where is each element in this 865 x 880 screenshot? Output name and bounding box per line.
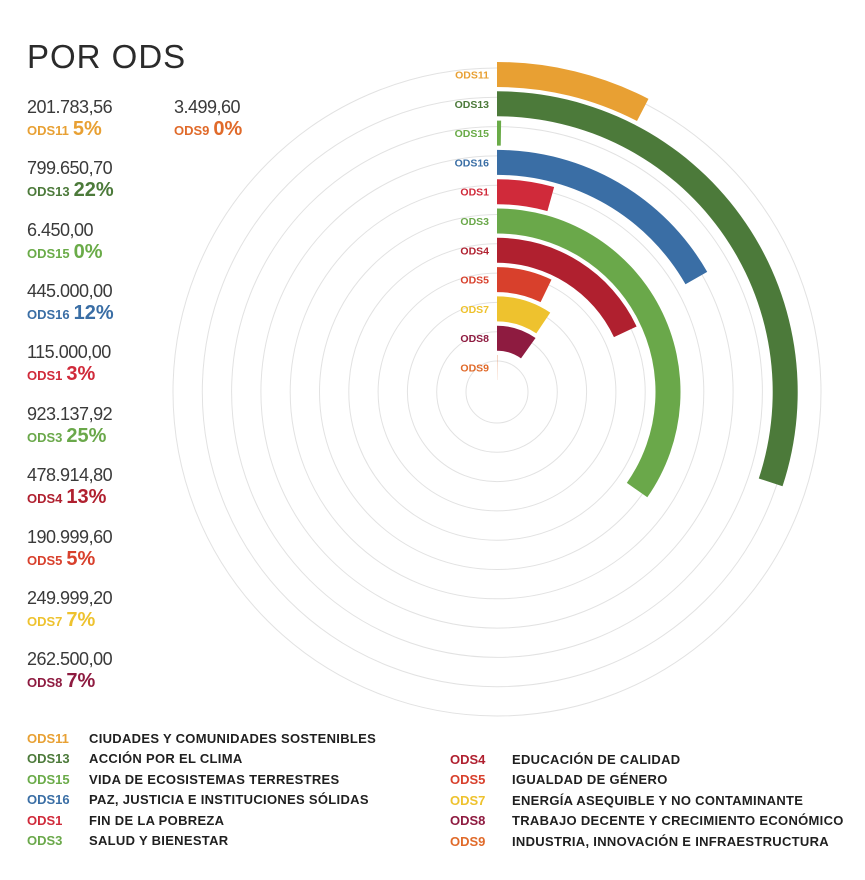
legend-code: ODS1 bbox=[27, 812, 63, 828]
legend-label: CIUDADES Y COMUNIDADES SOSTENIBLES bbox=[89, 731, 377, 746]
stat-amount: 3.499,60 bbox=[174, 97, 241, 117]
legend-code: ODS5 bbox=[450, 772, 486, 788]
legend-code: ODS3 bbox=[27, 833, 63, 848]
ring-label-ods11: ODS11 bbox=[455, 70, 489, 82]
legend-code: ODS8 bbox=[450, 813, 486, 829]
bar-ods15 bbox=[497, 120, 502, 146]
stat-percent: 0% bbox=[213, 118, 243, 140]
stat-amount: 799.650,70 bbox=[27, 158, 113, 178]
stat-code: ODS15 bbox=[27, 246, 70, 261]
ring-label-ods4: ODS4 bbox=[460, 245, 489, 257]
stat-percent: 0% bbox=[73, 241, 103, 263]
stat-percent: 5% bbox=[66, 548, 96, 570]
stat-code: ODS5 bbox=[27, 553, 63, 568]
bar-ods16 bbox=[497, 149, 708, 285]
legend-code: ODS11 bbox=[27, 731, 69, 746]
stat-amount: 115.000,00 bbox=[27, 342, 111, 362]
legend-label: FIN DE LA POBREZA bbox=[89, 812, 225, 828]
stat-code: ODS7 bbox=[27, 614, 63, 629]
legend-code: ODS7 bbox=[450, 792, 486, 808]
stat-amount: 445.000,00 bbox=[27, 281, 113, 301]
stat-code: ODS4 bbox=[27, 491, 63, 506]
bar-ods1 bbox=[497, 179, 555, 212]
page-title: POR ODS bbox=[27, 38, 187, 75]
stat-percent: 7% bbox=[66, 670, 96, 692]
stat-percent: 13% bbox=[66, 486, 107, 508]
stat-code: ODS3 bbox=[27, 430, 63, 445]
legend-label: VIDA DE ECOSISTEMAS TERRESTRES bbox=[89, 771, 340, 787]
legend-label: INDUSTRIA, INNOVACIÓN E INFRAESTRUCTURA bbox=[512, 833, 829, 849]
stat-code: ODS9 bbox=[174, 123, 210, 138]
ring-label-ods8: ODS8 bbox=[460, 333, 489, 345]
stat-ods9: 3.499,60 ODS9 0% bbox=[174, 97, 242, 143]
legend-label: ACCIÓN POR EL CLIMA bbox=[89, 751, 243, 767]
ring-label-ods3: ODS3 bbox=[460, 216, 489, 228]
ring-label-ods5: ODS5 bbox=[460, 275, 489, 287]
legend-code: ODS13 bbox=[27, 751, 70, 767]
stat-percent: 25% bbox=[66, 425, 107, 447]
stat-code: ODS13 bbox=[27, 184, 70, 199]
grid-ring bbox=[231, 126, 763, 658]
bar-ods11 bbox=[497, 62, 649, 122]
stat-amount: 262.500,00 bbox=[27, 649, 113, 669]
ring-label-ods1: ODS1 bbox=[460, 187, 489, 199]
legend-label: TRABAJO DECENTE Y CRECIMIENTO ECONÓMICO bbox=[512, 813, 844, 829]
stat-code: ODS8 bbox=[27, 675, 63, 690]
stat-amount: 249.999,20 bbox=[27, 588, 113, 608]
stat-ods3: 923.137,92 ODS3 25% bbox=[27, 404, 113, 450]
stat-amount: 190.999,60 bbox=[27, 527, 113, 547]
stat-percent: 3% bbox=[66, 363, 96, 385]
legend-code: ODS15 bbox=[27, 771, 70, 787]
legend-label: IGUALDAD DE GÉNERO bbox=[512, 772, 668, 788]
stat-ods13: 799.650,70 ODS13 22% bbox=[27, 158, 114, 204]
bar-ods3 bbox=[497, 208, 681, 498]
stat-ods8: 262.500,00 ODS8 7% bbox=[27, 649, 113, 695]
bar-ods5 bbox=[497, 267, 552, 303]
bar-ods13 bbox=[497, 91, 798, 487]
legend-code: ODS16 bbox=[27, 792, 70, 808]
ring-label-ods7: ODS7 bbox=[460, 304, 489, 316]
stat-ods15: 6.450,00 ODS15 0% bbox=[27, 220, 103, 266]
legend-label: PAZ, JUSTICIA E INSTITUCIONES SÓLIDAS bbox=[89, 792, 369, 808]
stat-percent: 5% bbox=[72, 118, 102, 140]
stat-code: ODS1 bbox=[27, 368, 63, 383]
stat-code: ODS16 bbox=[27, 307, 70, 322]
stat-ods16: 445.000,00 ODS16 12% bbox=[27, 281, 114, 327]
bar-ods7 bbox=[497, 296, 551, 334]
stat-percent: 7% bbox=[66, 609, 96, 631]
legend-code: ODS4 bbox=[450, 752, 486, 767]
bar-ods4 bbox=[497, 237, 637, 338]
legend-label: ENERGÍA ASEQUIBLE Y NO CONTAMINANTE bbox=[512, 792, 804, 808]
stat-amount: 201.783,56 bbox=[27, 97, 113, 117]
stat-percent: 12% bbox=[73, 302, 114, 324]
stat-ods4: 478.914,80 ODS4 13% bbox=[27, 465, 113, 511]
legend-label: SALUD Y BIENESTAR bbox=[89, 833, 229, 848]
ring-label-ods15: ODS15 bbox=[455, 128, 490, 140]
stat-ods5: 190.999,60 ODS5 5% bbox=[27, 527, 113, 573]
legend-code: ODS9 bbox=[450, 833, 486, 849]
stat-amount: 6.450,00 bbox=[27, 220, 94, 240]
stat-amount: 923.137,92 bbox=[27, 404, 113, 424]
radial-bar-chart: ODS11 ODS13 ODS15 ODS16 ODS1 ODS3 ODS4 ODS5 ODS7… bbox=[172, 62, 822, 717]
stat-ods7: 249.999,20 ODS7 7% bbox=[27, 588, 113, 634]
stat-ods11: 201.783,56 ODS11 5% bbox=[27, 97, 113, 143]
stat-code: ODS11 bbox=[27, 123, 69, 138]
ring-label-ods13: ODS13 bbox=[455, 99, 490, 111]
stat-ods1: 115.000,00 ODS1 3% bbox=[27, 342, 111, 388]
ring-label-ods16: ODS16 bbox=[455, 157, 490, 169]
legend-label: EDUCACIÓN DE CALIDAD bbox=[512, 752, 681, 767]
stat-amount: 478.914,80 bbox=[27, 465, 113, 485]
stat-percent: 22% bbox=[73, 179, 114, 201]
bar-ods8 bbox=[497, 325, 536, 359]
ring-label-ods9: ODS9 bbox=[460, 363, 489, 375]
